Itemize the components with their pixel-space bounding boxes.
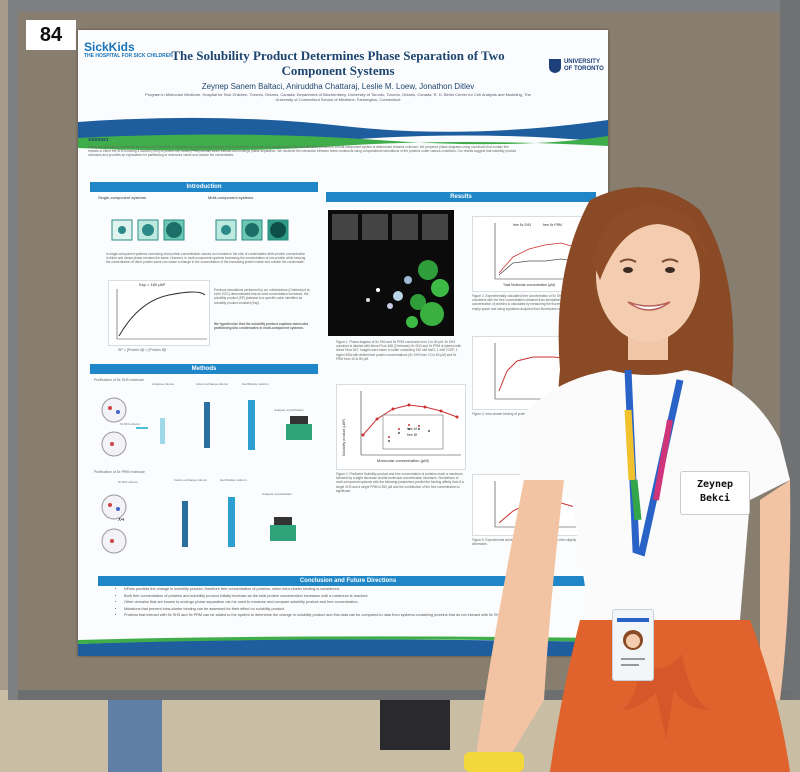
abstract-heading: Abstract	[88, 138, 109, 143]
abstract-text: Interaction of multivalent proteins can …	[88, 145, 517, 158]
conclusion-item: NFsim predicts the change in solubility …	[124, 586, 584, 593]
figure-2-caption: Figure 2. Predicted Solubility product a…	[336, 472, 464, 493]
fig3-legend-a: free 5x SH3	[513, 223, 531, 227]
condensate-diagrams	[111, 219, 289, 241]
prm-step-3: Gel filtration column	[220, 478, 247, 482]
lanyard-id-card	[612, 609, 654, 681]
sh3-purification-diagram	[101, 397, 312, 457]
prm-step-1: Ni-NTA column	[118, 480, 138, 484]
intro-collab-text: Previous simulations performed by our co…	[214, 288, 311, 305]
sh3-step-1: Ni-NTA column	[120, 422, 140, 426]
sh3-step-2: Amylose column	[152, 382, 175, 386]
methods-header: Methods	[90, 364, 318, 374]
intro-text: In single-component systems increasing t…	[106, 252, 306, 265]
figure-1-caption: Figure 1. Phase diagram of 5x SH3 and 5x…	[336, 340, 462, 361]
fig2-ylabel: Solubility product (μM²)	[341, 419, 346, 457]
single-component-label: Single-component systems	[98, 196, 147, 200]
fig2-legend-b: free Bf	[407, 433, 417, 437]
sh3-step-5: Analysis of purification	[274, 408, 304, 412]
id-card-photo	[617, 618, 649, 666]
sickkids-logo: SickKids THE HOSPITAL FOR SICK CHILDREN	[84, 40, 173, 59]
sh3-step-3: Anion exchange column	[196, 382, 229, 386]
prm-step-4: Analysis of purification	[262, 492, 292, 496]
poster-wave-banner	[78, 117, 608, 151]
board-number: 84	[26, 20, 76, 50]
prm-purification-diagram	[101, 494, 296, 554]
solubility-product-chart: free Af free Bf Molecular concentration …	[336, 384, 466, 470]
results-header: Results	[326, 192, 596, 202]
fig2-xlabel: Molecular concentration (μM)	[377, 459, 429, 463]
badge-first-name: Zeynep	[696, 479, 734, 490]
conclusion-item: Mutations that prevent intra-cluster bin…	[124, 606, 584, 613]
ksp-plot: Ksp = 180 μM²	[108, 280, 210, 346]
prm-step-2: Cation exchange column	[174, 478, 208, 482]
sp-formula: SP = [Protein A]f × [Protein B]f	[118, 348, 167, 352]
poster-affiliations: Program in Molecular Medicine, Hospital …	[145, 92, 531, 102]
sickkids-logo-main: SickKids	[84, 40, 135, 54]
multi-component-label: Multi-component systems	[208, 196, 254, 200]
prm-multiplier: x4	[118, 518, 125, 523]
conclusion-item: Other domains that are known to undergo …	[124, 599, 584, 606]
phase-diagram-microscopy	[328, 210, 454, 336]
sh3-step-4: Gel filtration column	[242, 382, 269, 386]
badge-last-name: Bekci	[699, 493, 731, 504]
name-badge: Zeynep Bekci	[680, 471, 750, 515]
presenter-figure	[464, 187, 791, 772]
introduction-header: Introduction	[90, 182, 318, 192]
uoft-logo: UNIVERSITY OF TORONTO	[548, 58, 608, 74]
prm-purification-title: Purification of 5x PRM molecule	[94, 470, 145, 474]
fig3-xlabel: Total Molecular concentration (μM)	[503, 283, 556, 287]
uoft-crest-icon	[549, 59, 561, 73]
uoft-logo-text: UNIVERSITY OF TORONTO	[563, 59, 604, 72]
solubility-product-plot	[360, 391, 461, 456]
poster-authors: Zeynep Sanem Baltaci, Aniruddha Chattara…	[201, 82, 475, 91]
conclusion-list: NFsim predicts the change in solubility …	[116, 586, 584, 619]
conclusion-item: Both free concentration of proteins and …	[124, 593, 584, 600]
poster-title: The Solubility Product Determines Phase …	[171, 48, 505, 78]
hypothesis-text: We hypothesize that the solubility produ…	[214, 322, 309, 331]
poster-bottom-wave	[78, 636, 608, 656]
sickkids-logo-sub: THE HOSPITAL FOR SICK CHILDREN	[84, 53, 173, 59]
fig2-legend-a: free Af	[407, 427, 417, 431]
conclusion-item: Proteins that interact with 5x SH3 and 5…	[124, 612, 584, 619]
ksp-label: Ksp = 180 μM²	[139, 283, 166, 287]
conclusion-header: Conclusion and Future Directions	[98, 576, 598, 586]
ksp-curve	[116, 289, 207, 340]
figure-3-caption: Figure 3. Experimentally calculated free…	[472, 294, 586, 311]
sh3-purification-title: Purification of 5x SH3 molecule	[94, 378, 144, 382]
fig3-legend-b: free 5x PRM	[543, 223, 562, 227]
